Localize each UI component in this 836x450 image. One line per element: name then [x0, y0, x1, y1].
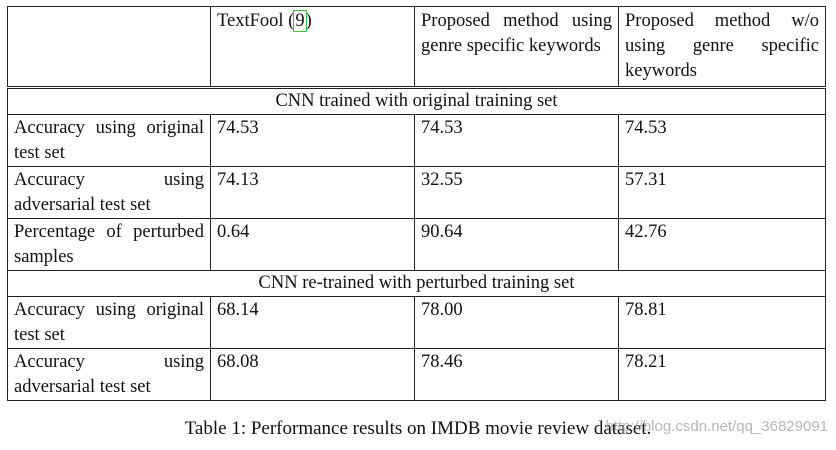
table-caption: Table 1: Performance results on IMDB mov…	[184, 418, 652, 439]
table-cell: 74.53	[210, 114, 415, 167]
table-cell: 78.00	[414, 296, 619, 349]
section-title: CNN re-trained with perturbed training s…	[7, 270, 826, 297]
table-cell: 90.64	[414, 218, 619, 271]
table-row: Accuracy using original test set 68.14 7…	[7, 296, 826, 349]
section-row: CNN trained with original training set	[7, 86, 826, 115]
section-row: CNN re-trained with perturbed training s…	[7, 270, 826, 297]
table-row: Accuracy using adversarial test set 68.0…	[7, 348, 826, 401]
textfool-label: TextFool (	[217, 11, 295, 31]
citation-link[interactable]: 9	[293, 10, 307, 32]
results-table: TextFool (9) Proposed method using genre…	[7, 6, 826, 401]
textfool-suffix: )	[305, 11, 312, 31]
results-table-container: TextFool (9) Proposed method using genre…	[7, 6, 826, 401]
table-cell: 74.53	[414, 114, 619, 167]
header-empty-cell	[7, 6, 211, 88]
table-row: Accuracy using adversarial test set 74.1…	[7, 166, 826, 219]
table-cell: 78.21	[618, 348, 826, 401]
header-proposed-without-keywords: Proposed method w/o using genre specific…	[618, 6, 826, 88]
table-cell: 42.76	[618, 218, 826, 271]
table-cell: 0.64	[210, 218, 415, 271]
header-textfool: TextFool (9)	[210, 6, 415, 88]
table-cell: 74.53	[618, 114, 826, 167]
row-label: Accuracy using adversarial test set	[7, 348, 211, 401]
table-cell: 68.08	[210, 348, 415, 401]
table-cell: 57.31	[618, 166, 826, 219]
section-title: CNN trained with original training set	[7, 86, 826, 115]
watermark: http://blog.csdn.net/qq_36829091	[605, 418, 828, 435]
row-label: Accuracy using original test set	[7, 296, 211, 349]
table-cell: 68.14	[210, 296, 415, 349]
header-proposed-with-keywords: Proposed method using genre specific key…	[414, 6, 619, 88]
table-row: Percentage of perturbed samples 0.64 90.…	[7, 218, 826, 271]
header-row: TextFool (9) Proposed method using genre…	[7, 6, 826, 88]
table-cell: 74.13	[210, 166, 415, 219]
table-cell: 78.81	[618, 296, 826, 349]
row-label: Accuracy using original test set	[7, 114, 211, 167]
row-label: Percentage of perturbed samples	[7, 218, 211, 271]
table-cell: 32.55	[414, 166, 619, 219]
table-cell: 78.46	[414, 348, 619, 401]
table-row: Accuracy using original test set 74.53 7…	[7, 114, 826, 167]
row-label: Accuracy using adversarial test set	[7, 166, 211, 219]
